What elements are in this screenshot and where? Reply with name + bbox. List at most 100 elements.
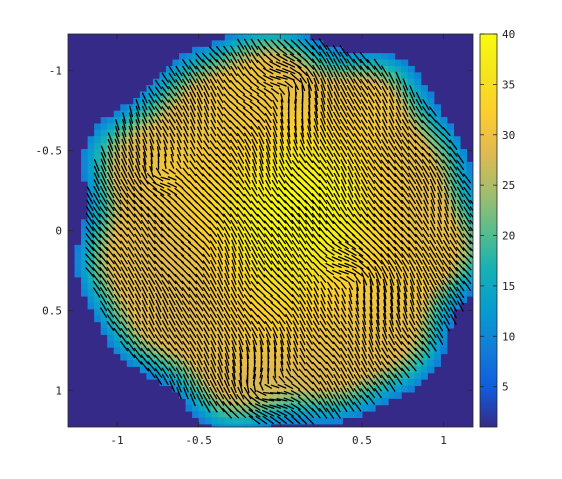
quiver-arrow xyxy=(333,367,341,379)
quiver-arrow xyxy=(280,105,284,117)
heatmap-cell xyxy=(283,340,291,348)
heatmap-cell xyxy=(303,155,311,163)
heatmap-cell xyxy=(159,161,167,169)
quiver-arrow xyxy=(259,152,264,165)
quiver-arrow xyxy=(210,266,217,279)
heatmap-cell xyxy=(303,385,311,393)
heatmap-cell xyxy=(185,155,193,163)
quiver-arrow xyxy=(340,341,348,352)
heatmap-cell xyxy=(126,123,134,131)
quiver-arrow xyxy=(197,119,203,131)
quiver-arrow xyxy=(230,219,238,231)
quiver-arrow xyxy=(188,267,198,278)
heatmap-cell xyxy=(335,91,343,99)
heatmap-cell xyxy=(407,276,415,284)
quiver-arrow xyxy=(256,67,266,76)
heatmap-cell xyxy=(296,142,304,150)
heatmap-cell xyxy=(368,72,376,80)
quiver-arrow xyxy=(360,92,368,104)
quiver-arrow xyxy=(121,125,127,138)
quiver-arrow xyxy=(353,381,362,392)
quiver-arrow xyxy=(183,126,189,137)
heatmap-cell xyxy=(94,244,102,252)
heatmap-cell xyxy=(361,187,370,195)
heatmap-cell xyxy=(270,244,278,252)
heatmap-cell xyxy=(361,315,370,323)
heatmap-cell xyxy=(427,193,435,201)
quiver-arrow xyxy=(250,274,259,285)
quiver-arrow xyxy=(360,139,368,151)
quiver-arrow xyxy=(195,307,204,318)
heatmap-cell xyxy=(342,302,350,310)
heatmap-cell xyxy=(401,225,409,233)
heatmap-cell xyxy=(335,238,343,246)
heatmap-cell xyxy=(303,391,311,399)
quiver-arrow xyxy=(230,59,238,70)
heatmap-cell xyxy=(355,238,363,246)
heatmap-cell xyxy=(329,78,337,86)
quiver-arrow xyxy=(249,387,260,399)
heatmap-cell xyxy=(440,270,448,278)
quiver-arrow xyxy=(188,287,197,298)
quiver-arrow xyxy=(133,206,143,218)
heatmap-cell xyxy=(414,270,422,278)
heatmap-cell xyxy=(303,117,311,125)
quiver-arrow xyxy=(340,159,347,171)
quiver-arrow xyxy=(319,368,327,378)
heatmap-cell xyxy=(309,276,317,284)
heatmap-cell xyxy=(270,232,278,240)
heatmap-cell xyxy=(309,264,317,272)
heatmap-cell xyxy=(152,283,161,291)
heatmap-cell xyxy=(361,404,370,412)
heatmap-cell xyxy=(342,142,350,150)
quiver-arrow xyxy=(250,66,259,76)
quiver-arrow xyxy=(244,259,251,272)
heatmap-cell xyxy=(427,149,435,157)
heatmap-cell xyxy=(375,97,383,105)
quiver-arrow xyxy=(195,293,204,305)
heatmap-cell xyxy=(185,110,193,118)
heatmap-cell xyxy=(348,327,357,335)
quiver-arrow xyxy=(159,182,171,188)
heatmap-cell xyxy=(446,161,454,169)
heatmap-cell xyxy=(283,327,291,335)
quiver-arrow xyxy=(216,86,224,97)
heatmap-cell xyxy=(185,315,193,323)
quiver-arrow xyxy=(326,367,334,379)
quiver-arrow xyxy=(306,139,313,151)
heatmap-cell xyxy=(250,129,259,137)
heatmap-cell xyxy=(388,65,396,73)
heatmap-cell xyxy=(296,34,304,41)
heatmap-cell xyxy=(329,85,337,93)
heatmap-cell xyxy=(257,404,265,412)
heatmap-cell xyxy=(205,97,213,105)
quiver-arrow xyxy=(209,227,218,237)
heatmap-cell xyxy=(296,404,304,412)
heatmap-cell xyxy=(375,359,383,367)
heatmap-cell xyxy=(277,149,285,157)
quiver-arrow xyxy=(133,193,143,205)
heatmap-cell xyxy=(192,270,200,278)
heatmap-cell xyxy=(244,251,252,259)
quiver-arrow xyxy=(269,410,281,417)
quiver-arrow xyxy=(277,220,287,231)
quiver-arrow xyxy=(340,307,347,318)
heatmap-cell xyxy=(466,180,473,188)
heatmap-cell xyxy=(316,117,324,125)
quiver-arrow xyxy=(355,307,360,318)
heatmap-cell xyxy=(205,308,213,316)
heatmap-cell xyxy=(381,385,389,393)
quiver-arrow xyxy=(180,241,192,250)
heatmap-cell xyxy=(316,302,324,310)
heatmap-cell xyxy=(459,289,468,297)
heatmap-cell xyxy=(211,161,219,169)
heatmap-cell xyxy=(388,359,396,367)
quiver-arrow xyxy=(182,293,190,305)
quiver-arrow xyxy=(340,380,348,393)
quiver-arrow xyxy=(106,178,114,192)
quiver-arrow xyxy=(147,348,156,358)
quiver-arrow xyxy=(314,97,319,112)
heatmap-cell xyxy=(355,187,363,195)
quiver-arrow xyxy=(249,113,259,123)
quiver-arrow xyxy=(182,91,190,104)
